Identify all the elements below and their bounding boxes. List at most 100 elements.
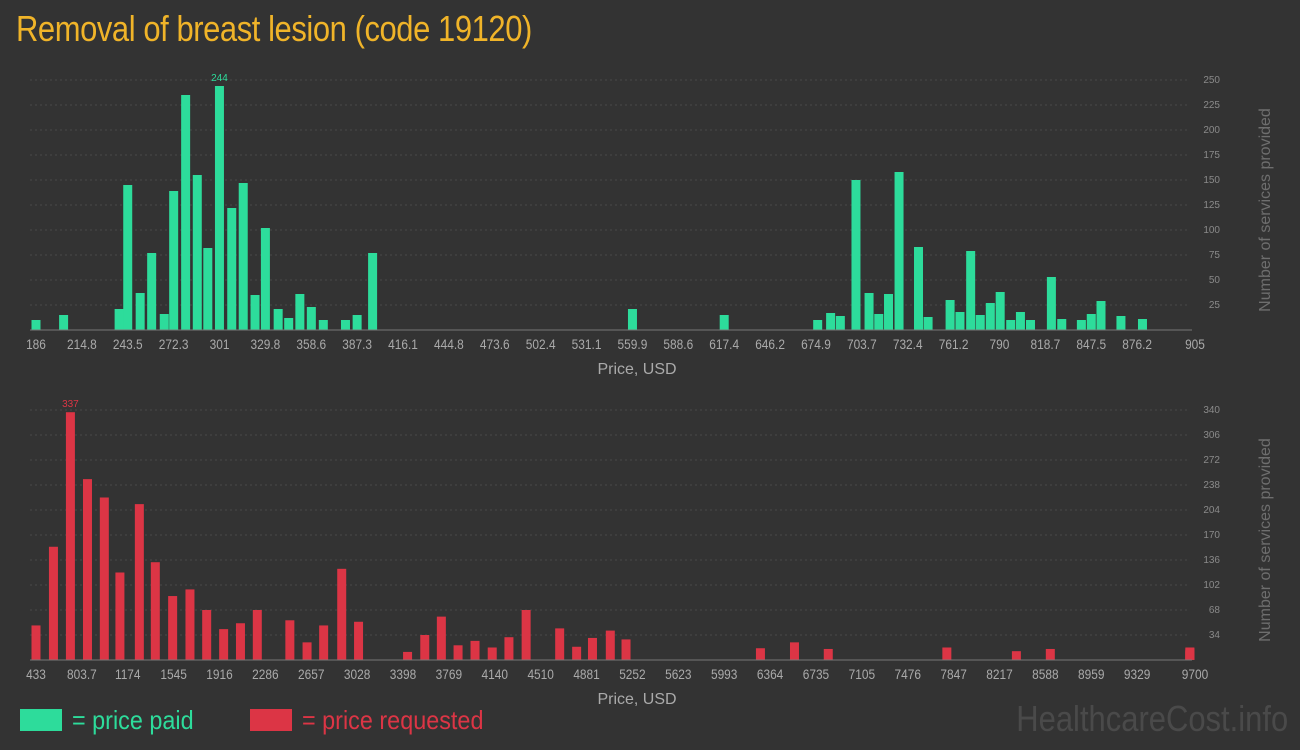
x-tick-label: 301: [210, 336, 230, 352]
x-tick-label: 3398: [390, 666, 416, 682]
paid-bar: [59, 315, 69, 330]
paid-bar: [192, 175, 202, 330]
y-tick-label: 136: [1203, 555, 1220, 566]
x-tick-label: 617.4: [709, 336, 739, 352]
paid-bar: [1086, 314, 1096, 330]
x-axis-title: Price, USD: [597, 361, 676, 378]
x-axis-title: Price, USD: [597, 691, 676, 708]
paid-bar: [295, 294, 305, 330]
paid-bar: [203, 248, 213, 330]
x-tick-label: 1916: [206, 666, 232, 682]
page-title: Removal of breast lesion (code 19120): [16, 8, 532, 49]
x-tick-label: 790: [990, 336, 1010, 352]
y-tick-label: 250: [1203, 75, 1220, 86]
requested-bar: [285, 620, 295, 660]
y-tick-label: 102: [1203, 580, 1220, 591]
paid-bar: [835, 316, 845, 330]
legend-price-requested: = price requested: [250, 704, 504, 736]
x-tick-label: 732.4: [893, 336, 923, 352]
requested-bar: [65, 412, 75, 660]
x-tick-label: 803.7: [67, 666, 97, 682]
paid-bar: [159, 314, 169, 330]
x-tick-label: 7476: [894, 666, 920, 682]
requested-bar: [555, 628, 565, 660]
requested-bar: [1185, 648, 1195, 660]
x-tick-label: 358.6: [296, 336, 326, 352]
requested-bar: [31, 625, 41, 660]
requested-bar: [219, 629, 229, 660]
requested-bar: [453, 645, 463, 660]
paid-bar: [114, 309, 124, 330]
x-tick-label: 4881: [573, 666, 599, 682]
paid-bar: [135, 293, 145, 330]
paid-bar: [1096, 301, 1106, 330]
y-axis-title: Number of services provided: [1257, 438, 1274, 642]
x-tick-label: 6735: [803, 666, 829, 682]
x-tick-label: 4510: [527, 666, 553, 682]
paid-bar: [1025, 320, 1035, 330]
y-tick-label: 200: [1203, 125, 1220, 136]
requested-bar: [621, 639, 631, 660]
requested-bar: [337, 568, 347, 660]
x-tick-label: 703.7: [847, 336, 877, 352]
legend-label-requested: = price requested: [302, 704, 484, 735]
requested-bar: [436, 616, 446, 660]
x-tick-label: 6364: [757, 666, 783, 682]
paid-bar: [874, 314, 884, 330]
price-paid-chart: 25 50 75 100 125 150 175 200 225 250 244 186 214.8 24…: [26, 73, 1274, 378]
paid-bar: [340, 320, 350, 330]
x-tick-label: 8588: [1032, 666, 1058, 682]
y-axis-title: Number of services provided: [1257, 108, 1274, 312]
requested-bar: [470, 640, 480, 660]
paid-bar: [975, 315, 985, 330]
paid-bar: [368, 253, 378, 330]
x-tick-label: 905: [1185, 336, 1205, 352]
x-tick-label: 444.8: [434, 336, 464, 352]
paid-bar: [864, 293, 874, 330]
paid-bar: [1006, 320, 1016, 330]
y-tick-label: 125: [1203, 200, 1220, 211]
requested-bar: [1011, 651, 1021, 660]
x-tick-label: 214.8: [67, 336, 97, 352]
x-tick-label: 5993: [711, 666, 737, 682]
paid-bar: [1046, 277, 1056, 330]
y-tick-label: 75: [1209, 250, 1221, 261]
requested-bar: [99, 497, 109, 660]
requested-bar: [420, 635, 430, 660]
x-tick-label: 818.7: [1030, 336, 1060, 352]
x-tick-label: 329.8: [251, 336, 281, 352]
y-tick-label: 272: [1203, 455, 1220, 466]
x-tick-label: 9329: [1124, 666, 1150, 682]
y-tick-label: 340: [1203, 405, 1220, 416]
x-tick-label: 674.9: [801, 336, 831, 352]
paid-bar: [955, 312, 965, 330]
y-tick-label: 306: [1203, 430, 1220, 441]
requested-bar: [115, 572, 125, 660]
requested-bar: [354, 621, 364, 660]
paid-bar: [147, 253, 157, 330]
paid-bar: [1137, 319, 1147, 330]
paid-bar: [1116, 316, 1126, 330]
peak-data-label: 244: [211, 73, 228, 84]
requested-bar: [319, 625, 329, 660]
x-tick-label: 473.6: [480, 336, 510, 352]
x-tick-label: 1174: [115, 666, 141, 682]
paid-bar: [238, 183, 248, 330]
x-tick-label: 387.3: [342, 336, 372, 352]
requested-bar: [235, 623, 245, 660]
requested-bar: [823, 648, 833, 660]
paid-bar: [995, 292, 1005, 330]
x-tick-label: 7847: [940, 666, 966, 682]
x-tick-label: 876.2: [1122, 336, 1152, 352]
y-tick-label: 175: [1203, 150, 1220, 161]
watermark: HealthcareCost.info: [1016, 698, 1288, 739]
paid-bar: [826, 313, 836, 330]
requested-bar: [942, 647, 952, 660]
paid-bar: [260, 228, 270, 330]
paid-bar: [306, 307, 316, 330]
x-tick-label: 7105: [849, 666, 875, 682]
legend-swatch-paid: [20, 709, 62, 731]
y-tick-label: 25: [1209, 300, 1221, 311]
x-tick-label: 8959: [1078, 666, 1104, 682]
requested-bar: [521, 610, 531, 660]
